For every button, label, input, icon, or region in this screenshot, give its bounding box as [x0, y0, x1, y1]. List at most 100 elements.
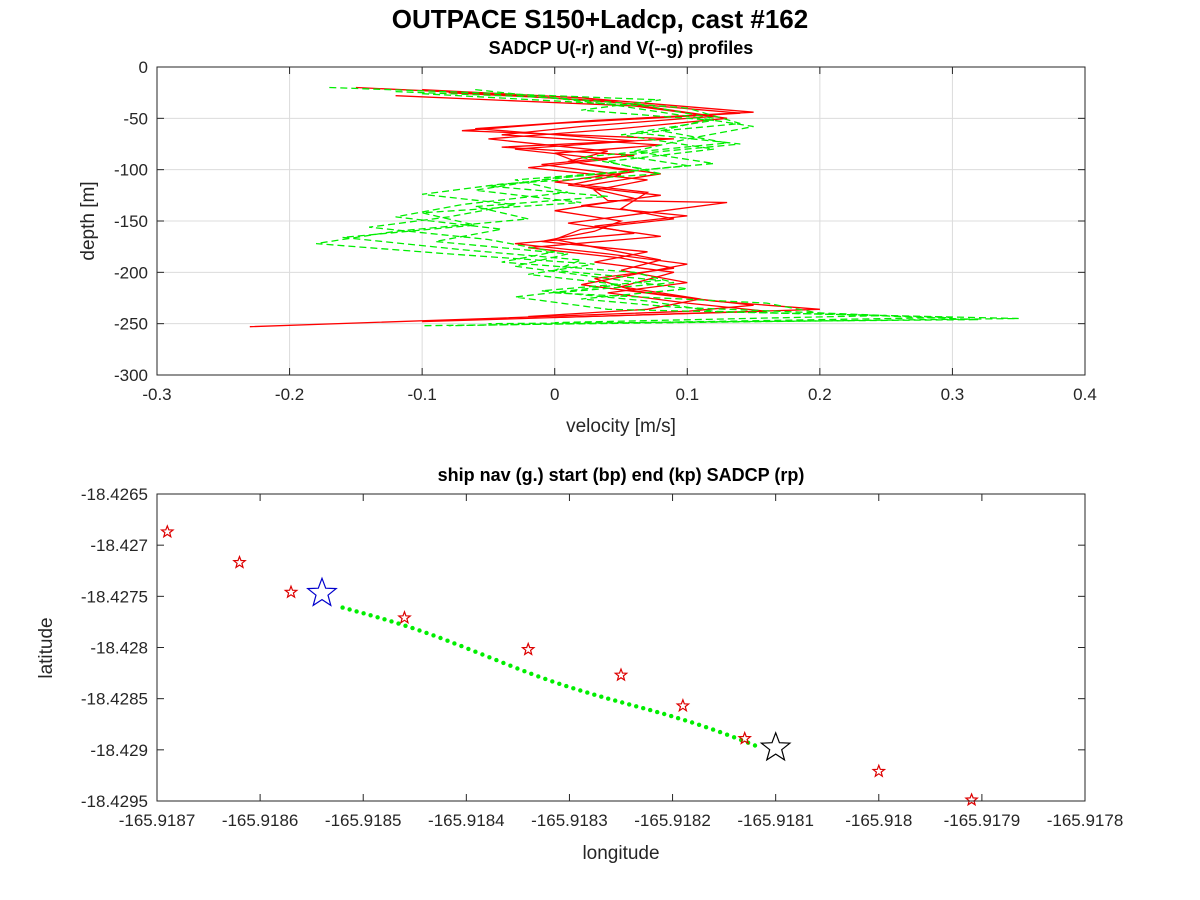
nav-point [571, 686, 576, 691]
sadcp-point-marker [613, 667, 629, 682]
sadcp-point-marker [397, 610, 412, 625]
y-tick-label: -18.427 [90, 536, 148, 555]
nav-point [501, 660, 506, 666]
nav-point [648, 707, 653, 713]
sadcp-point-marker [159, 524, 175, 539]
profile-chart-title: SADCP U(-r) and V(--g) profiles [489, 38, 754, 58]
nav-point [529, 671, 534, 676]
v-profile-line [342, 88, 953, 327]
sadcp-point-marker [283, 584, 299, 599]
y-tick-label: 0 [139, 58, 148, 77]
nav-point [543, 676, 548, 682]
nav-point [424, 630, 429, 636]
nav-point [410, 625, 415, 631]
nav-y-axis-label: latitude [36, 617, 57, 678]
nav-point [375, 615, 380, 620]
nav-point [752, 743, 758, 748]
nav-point [662, 711, 667, 717]
y-tick-label: -18.429 [90, 741, 148, 760]
profile-grid [156, 66, 1086, 376]
y-tick-label: -18.4275 [81, 587, 148, 606]
nav-point [669, 713, 674, 719]
x-tick-label: -0.3 [142, 385, 171, 404]
nav-point [689, 720, 695, 725]
y-tick-label: -18.4265 [81, 485, 148, 504]
nav-point [564, 683, 569, 689]
sadcp-point-marker [232, 554, 247, 569]
nav-point [724, 732, 730, 737]
nav-point [675, 716, 681, 721]
x-tick-label: 0.2 [808, 385, 832, 404]
nav-point [717, 729, 723, 735]
nav-point [703, 725, 709, 730]
nav-point [515, 666, 520, 671]
sadcp-point-marker [737, 730, 752, 745]
nav-point [578, 688, 583, 693]
v-profile-line [369, 90, 979, 325]
nav-point [682, 718, 688, 723]
nav-point [641, 706, 646, 711]
nav-point [403, 623, 408, 628]
y-tick-label: -18.4285 [81, 690, 148, 709]
sadcp-point-marker [520, 641, 536, 656]
x-tick-label: -165.9187 [119, 811, 196, 830]
nav-point [459, 643, 464, 649]
nav-point [550, 679, 555, 684]
x-tick-label: -165.9185 [325, 811, 402, 830]
figure-title: OUTPACE S150+Ladcp, cast #162 [392, 4, 808, 34]
u-profile-line [448, 92, 767, 319]
nav-point [585, 690, 590, 695]
x-tick-label: -0.1 [407, 385, 436, 404]
nav-point [599, 694, 604, 699]
nav-x-axis-label: longitude [582, 843, 659, 864]
v-profile-line [395, 93, 887, 324]
nav-point [368, 613, 373, 618]
nav-point [480, 652, 485, 657]
x-tick-label: -0.2 [275, 385, 304, 404]
x-tick-label: 0.1 [675, 385, 699, 404]
nav-point [452, 641, 457, 646]
nav-point [382, 617, 387, 622]
nav-point [627, 702, 632, 707]
y-tick-label: -150 [114, 212, 148, 231]
nav-point [445, 638, 450, 643]
nav-point [494, 657, 499, 663]
nav-point [340, 605, 345, 610]
y-tick-label: -18.428 [90, 639, 148, 658]
x-tick-label: -165.9179 [944, 811, 1021, 830]
nav-point [613, 698, 618, 703]
nav-point [417, 628, 422, 633]
end-point-marker [759, 731, 792, 762]
profile-x-axis-label: velocity [m/s] [566, 416, 676, 437]
y-tick-label: -300 [114, 366, 148, 385]
nav-point [620, 700, 625, 705]
nav-point [389, 619, 394, 624]
sadcp-point-marker [675, 698, 691, 713]
nav-point [473, 649, 478, 654]
nav-point [431, 633, 436, 638]
nav-plot-frame [156, 493, 1086, 802]
nav-point [508, 663, 513, 668]
nav-point [696, 722, 702, 727]
x-tick-label: -165.918 [845, 811, 912, 830]
sadcp-point-marker [871, 763, 887, 778]
nav-point [655, 709, 660, 715]
nav-markers [159, 524, 979, 807]
nav-point [396, 621, 401, 626]
y-tick-label: -200 [114, 263, 148, 282]
nav-point [606, 696, 611, 701]
sadcp-point-marker [964, 792, 979, 807]
nav-point [710, 727, 716, 732]
profile-ticks: -0.3 -0.2 -0.1 0 0.1 0.2 0.3 0.4 0 -50 -100 -150 -20… [114, 58, 1097, 404]
nav-point [361, 611, 366, 616]
nav-point [354, 609, 359, 614]
nav-chart-title: ship nav (g.) start (bp) end (kp) SADCP … [438, 465, 805, 485]
x-tick-label: 0 [550, 385, 559, 404]
x-tick-label: -165.9181 [737, 811, 814, 830]
x-tick-label: -165.9182 [634, 811, 711, 830]
nav-point [557, 681, 562, 686]
profile-lines [249, 86, 1019, 328]
u-profile-line [422, 88, 820, 323]
profile-y-axis-label: depth [m] [78, 181, 99, 260]
